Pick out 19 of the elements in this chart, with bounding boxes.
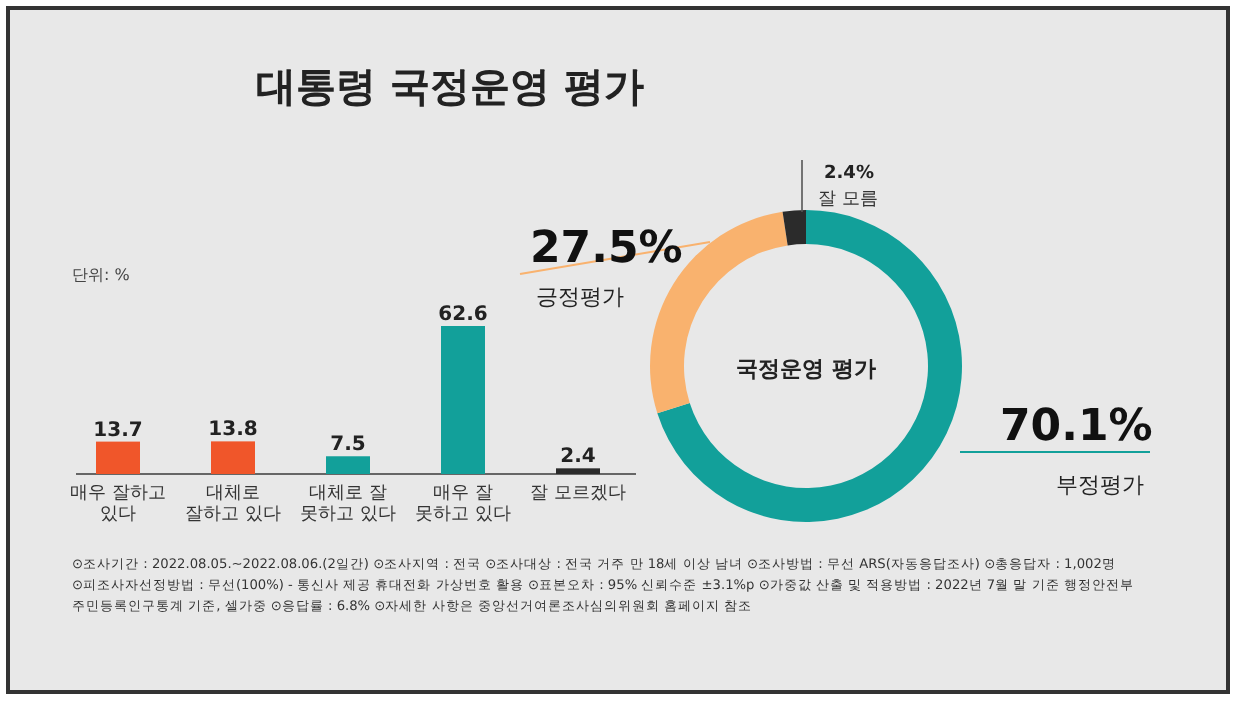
x-tick-label: 잘 모르겠다	[530, 484, 626, 504]
data-label: 27.5%	[530, 224, 683, 274]
slice-label: 부정평가	[1056, 472, 1144, 498]
slice-label: 잘 모름	[818, 190, 878, 210]
data-label: 7.5	[330, 434, 366, 457]
text: 단위: %	[72, 266, 131, 284]
x-tick-label: 대체로 잘하고 있다	[185, 484, 281, 525]
x-tick-label: 매우 잘 못하고 있다	[415, 484, 511, 525]
data-label: 2.4%	[824, 164, 874, 184]
data-label: 13.7	[93, 419, 143, 442]
x-tick-label: 매우 잘하고 있다	[70, 484, 166, 525]
slice-label: 긍정평가	[536, 284, 624, 310]
x-tick-label: 대체로 잘 못하고 있다	[300, 484, 396, 525]
data-label: 2.4	[560, 446, 596, 469]
chart-title: 대통령 국정운영 평가	[256, 62, 644, 110]
data-label: 62.6	[438, 304, 488, 326]
text: 국정운영 평가	[736, 356, 876, 382]
data-label: 13.8	[208, 419, 258, 442]
data-label: 70.1%	[1000, 402, 1153, 452]
